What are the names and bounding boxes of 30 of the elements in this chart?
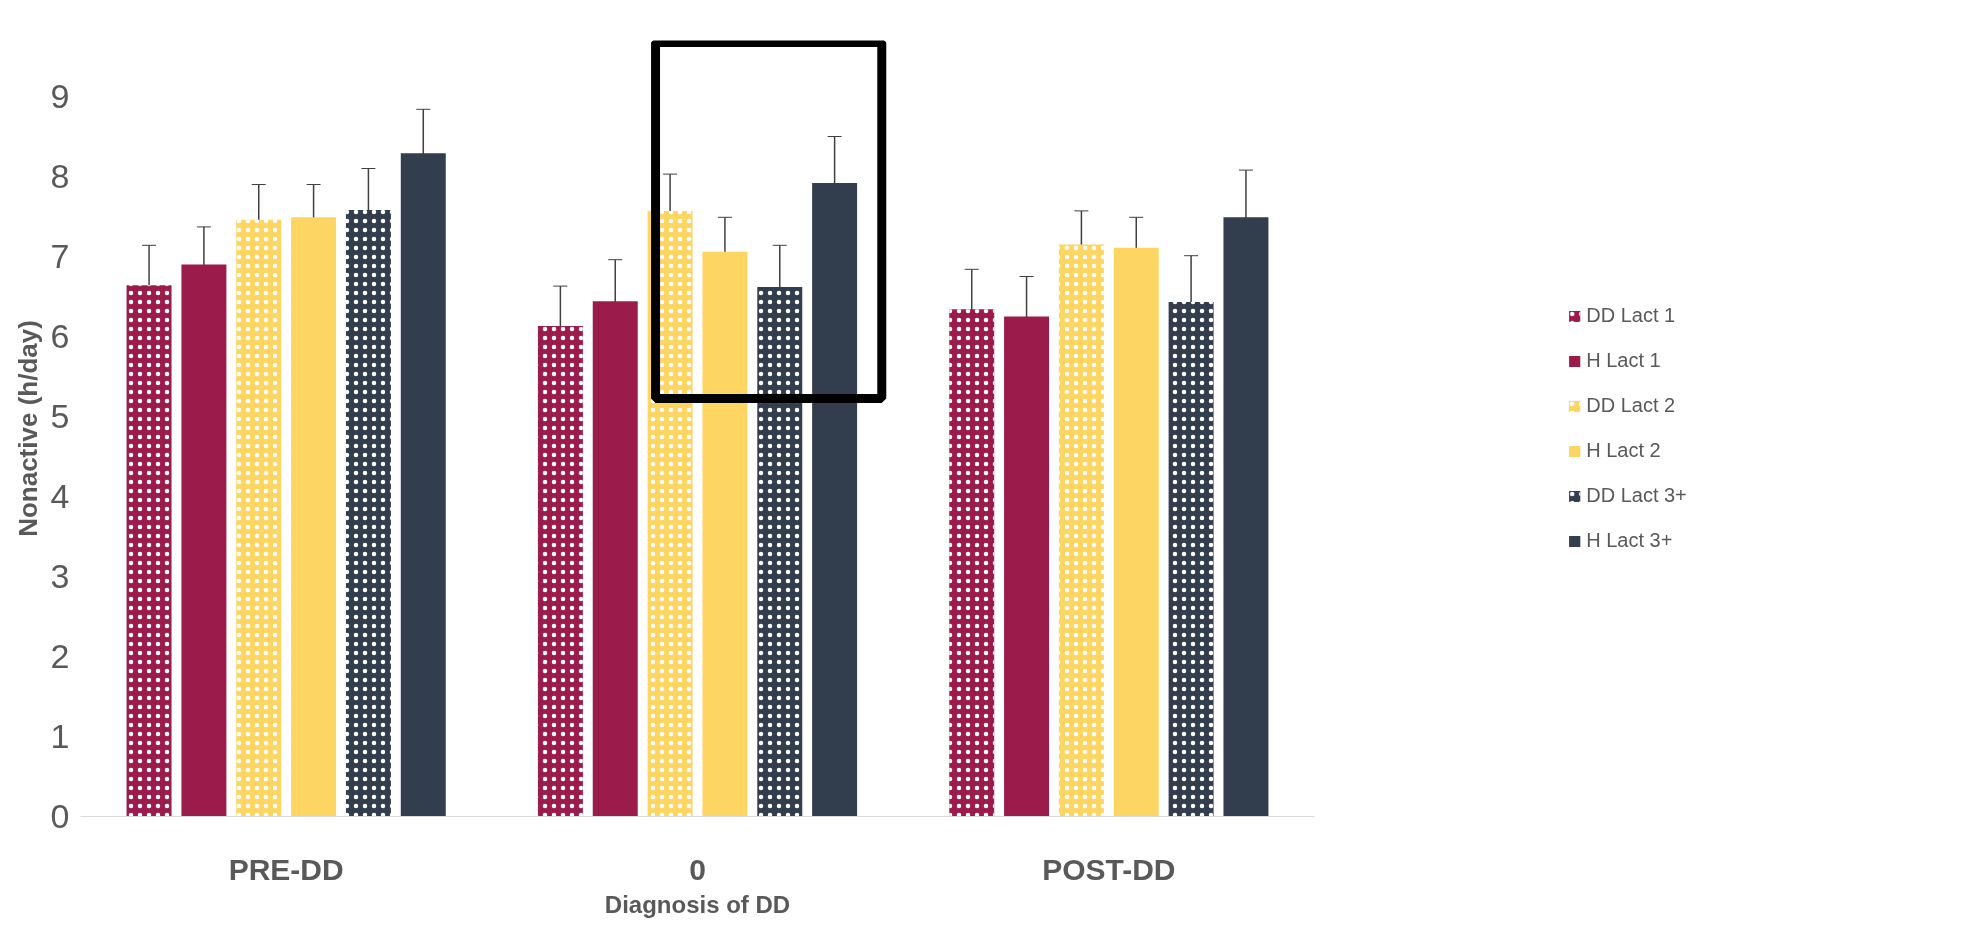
- legend-label: H Lact 1: [1586, 349, 1661, 372]
- y-tick-label: 2: [50, 637, 70, 675]
- legend-label: DD Lact 3+: [1586, 484, 1687, 507]
- bar: [400, 153, 446, 817]
- y-tick-label: 4: [50, 477, 70, 515]
- bar: [702, 251, 748, 817]
- x-tick-label: 0: [689, 852, 706, 886]
- x-tick-label: PRE-DD: [228, 852, 344, 886]
- bar: [181, 264, 227, 817]
- y-tick-label: 0: [50, 797, 70, 835]
- y-tick-label: 7: [50, 237, 70, 275]
- y-tick-label: 6: [50, 317, 70, 355]
- bar: [1004, 316, 1050, 817]
- x-axis-title: Diagnosis of DD: [604, 890, 791, 918]
- bar: [1113, 247, 1159, 817]
- legend-label: H Lact 2: [1586, 439, 1661, 462]
- y-tick-label: 5: [50, 397, 70, 435]
- legend-label: DD Lact 2: [1586, 394, 1676, 417]
- y-tick-label: 1: [50, 717, 70, 755]
- legend-label: DD Lact 1: [1586, 304, 1676, 327]
- x-tick-label: POST-DD: [1042, 852, 1176, 886]
- bar: [1223, 217, 1269, 817]
- bar: [291, 217, 337, 817]
- y-tick-label: 8: [50, 157, 70, 195]
- y-axis-title: Nonactive (h/day): [12, 320, 43, 537]
- bar: [592, 301, 638, 817]
- y-tick-label: 9: [50, 77, 70, 115]
- y-tick-label: 3: [50, 557, 70, 595]
- legend-label: H Lact 3+: [1586, 529, 1673, 552]
- bar: [812, 182, 858, 817]
